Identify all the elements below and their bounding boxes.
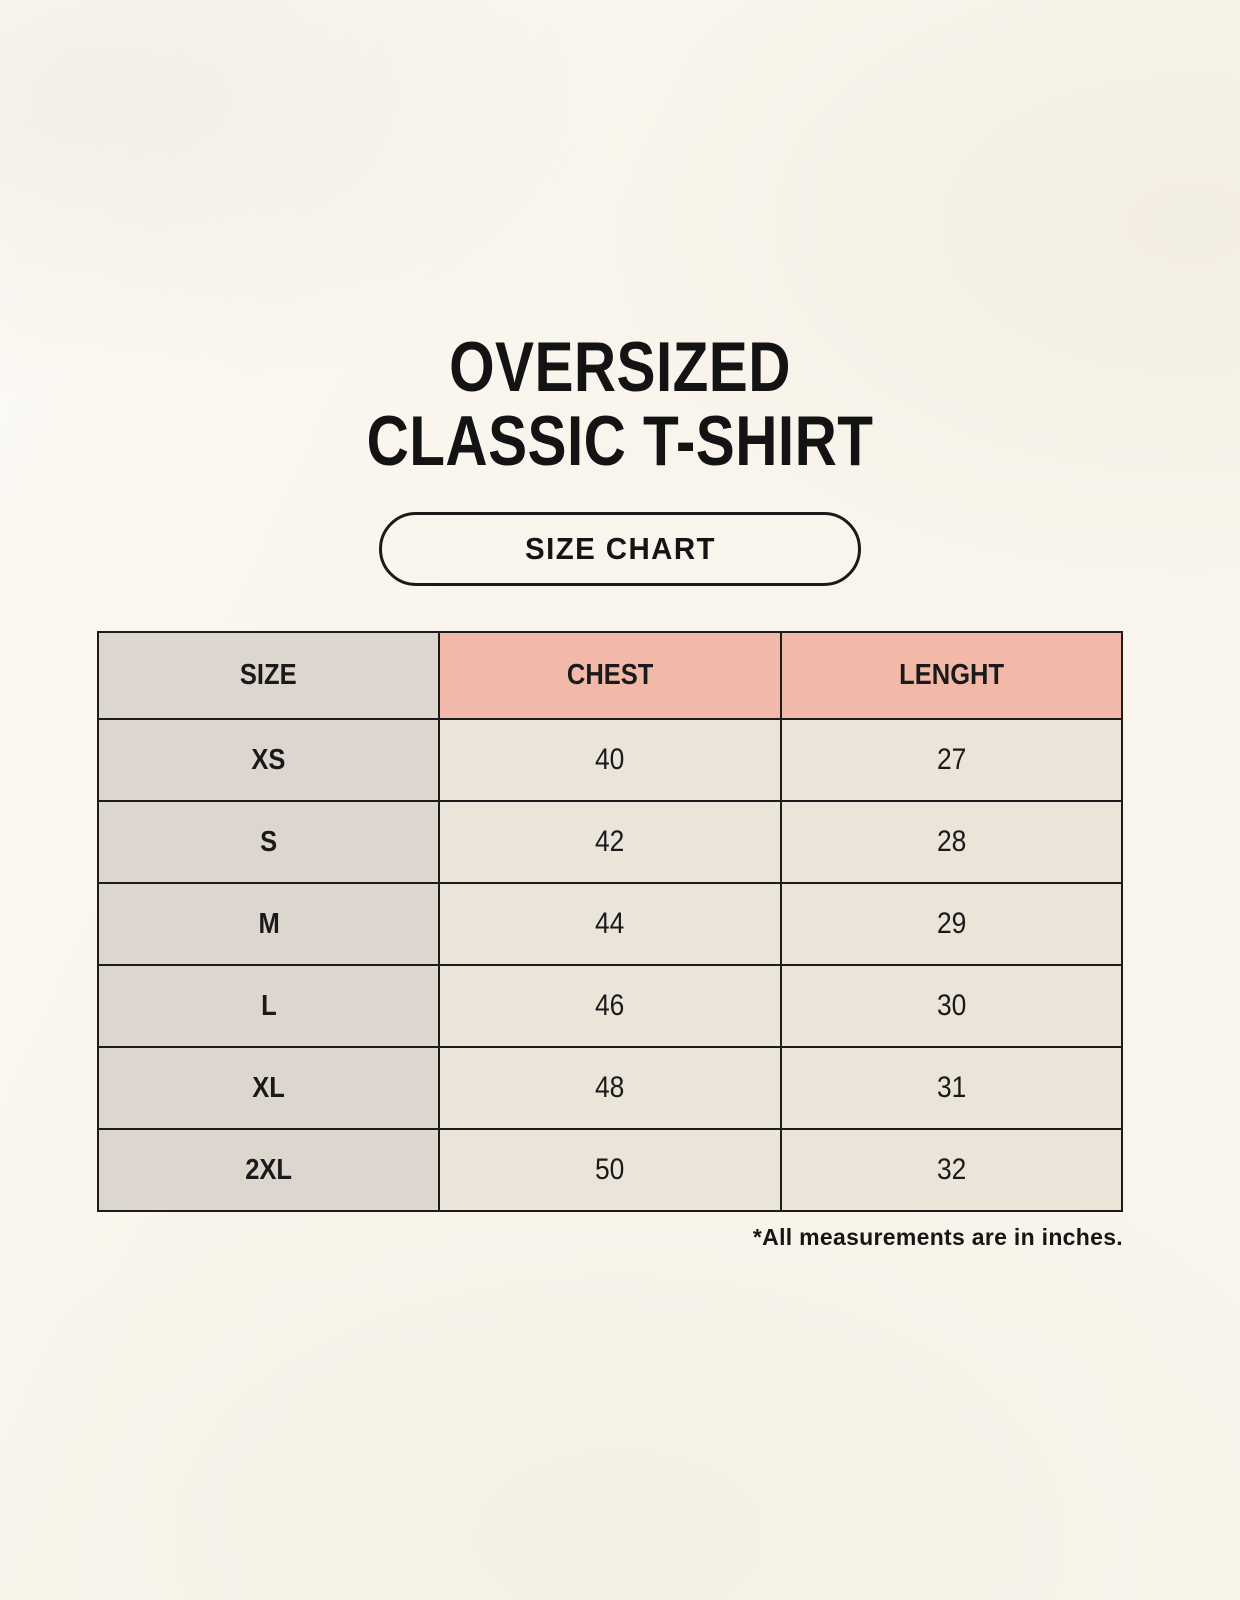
size-chart-button-label: SIZE CHART (524, 531, 716, 566)
chest-cell: 46 (438, 964, 782, 1048)
measurements-footnote: *All measurements are in inches. (752, 1224, 1123, 1250)
header-row: SIZE CHEST LENGHT (96, 631, 1124, 720)
product-title-line-1: OVERSIZED (449, 327, 791, 407)
chest-cell: 42 (438, 800, 782, 884)
length-cell: 32 (779, 1128, 1124, 1212)
size-chart-table-header: SIZE CHEST LENGHT (96, 631, 1124, 720)
length-cell: 30 (779, 964, 1124, 1048)
table-row: 2XL 50 32 (96, 1128, 1124, 1212)
table-row: XS 40 27 (96, 718, 1124, 802)
length-cell: 31 (779, 1046, 1124, 1130)
column-header-size: SIZE (96, 631, 441, 720)
product-title: OVERSIZED CLASSIC T-SHIRT (0, 327, 1240, 481)
column-header-chest: CHEST (438, 631, 782, 720)
table-row: S 42 28 (96, 800, 1124, 884)
chest-cell: 48 (438, 1046, 782, 1130)
length-cell: 29 (779, 882, 1124, 966)
size-table-body: XS 40 27 S 42 28 M 44 29 L 46 30 XL 48 31 2XL 50 32 (96, 718, 1124, 1212)
chest-cell: 44 (438, 882, 782, 966)
size-cell: XL (96, 1046, 441, 1130)
chest-cell: 40 (438, 718, 782, 802)
length-cell: 28 (779, 800, 1124, 884)
size-cell: 2XL (96, 1128, 441, 1212)
table-row: L 46 30 (96, 964, 1124, 1048)
table-row: XL 48 31 (96, 1046, 1124, 1130)
size-cell: M (96, 882, 441, 966)
size-cell: L (96, 964, 441, 1048)
chest-cell: 50 (438, 1128, 782, 1212)
size-cell: XS (96, 718, 441, 802)
product-title-line-2: CLASSIC T-SHIRT (366, 401, 874, 481)
table-row: M 44 29 (96, 882, 1124, 966)
column-header-length: LENGHT (779, 631, 1124, 720)
length-cell: 27 (779, 718, 1124, 802)
size-chart-button[interactable]: SIZE CHART (379, 512, 861, 586)
size-cell: S (96, 800, 441, 884)
size-chart-table: SIZE CHEST LENGHT XS 40 27 S 42 28 M 44 29 L 46 30 X… (96, 631, 1124, 1212)
